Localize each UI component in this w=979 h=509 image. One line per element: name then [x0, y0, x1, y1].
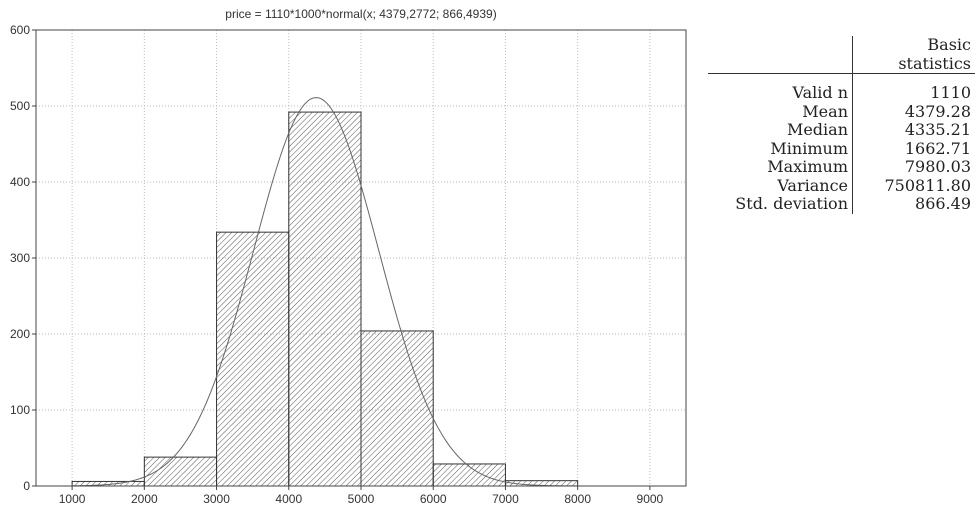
- stat-value: 7980.03: [904, 157, 971, 176]
- stats-header-blank: [708, 36, 853, 74]
- x-tick-label: 9000: [637, 492, 664, 506]
- x-tick-label: 5000: [348, 492, 375, 506]
- stat-value: 1662.71: [904, 138, 971, 158]
- stats-header-row: Basic statistics: [708, 35, 975, 74]
- stats-row: Std. deviation 866.49: [708, 194, 975, 214]
- x-tick-label: 1000: [59, 492, 86, 506]
- y-tick-label: 0: [23, 479, 30, 493]
- histogram-bar-4: [360, 330, 434, 487]
- y-tick-label: 600: [10, 23, 30, 37]
- y-tick-label: 300: [10, 251, 30, 265]
- x-axis-ticks: 1000 2000 3000 4000 5000 6000 7000 8000 9000: [59, 486, 664, 506]
- stat-label: Variance: [708, 176, 853, 195]
- y-tick-label: 200: [10, 327, 30, 341]
- stat-label: Mean: [708, 102, 853, 121]
- stat-label: Valid n: [708, 83, 853, 103]
- stats-row: Variance 750811.80: [708, 175, 975, 195]
- bars: [71, 111, 579, 487]
- stats-header: Basic statistics: [852, 35, 975, 74]
- stats-row: Median 4335.21: [708, 120, 975, 140]
- stat-label: Std. deviation: [708, 194, 853, 214]
- stats-row: Minimum 1662.71: [708, 138, 975, 158]
- x-tick-label: 4000: [275, 492, 302, 506]
- x-tick-label: 6000: [420, 492, 447, 506]
- stats-row: Mean 4379.28: [708, 101, 975, 121]
- y-axis-ticks: 0 100 200 300 400 500 600: [10, 23, 36, 493]
- histogram-bar-2: [216, 231, 290, 487]
- basic-statistics-panel: Basic statistics Valid n 1110 Mean 4379.…: [708, 35, 976, 296]
- histogram-bar-3: [288, 111, 362, 487]
- stat-label: Median: [708, 120, 853, 140]
- basic-statistics-table: Basic statistics Valid n 1110 Mean 4379.…: [708, 35, 975, 214]
- stat-value: 1110: [930, 83, 971, 102]
- stat-value: 4379.28: [904, 101, 971, 121]
- histogram-chart: price = 1110*1000*normal(x; 4379,2772; 8…: [10, 7, 687, 506]
- stat-value: 866.49: [915, 194, 971, 213]
- stats-gap-row: [708, 73, 975, 84]
- x-tick-label: 3000: [203, 492, 230, 506]
- stats-row: Maximum 7980.03: [708, 157, 975, 177]
- stat-label: Minimum: [708, 139, 853, 158]
- x-tick-label: 8000: [564, 492, 591, 506]
- y-tick-label: 500: [10, 99, 30, 113]
- stat-value: 750811.80: [884, 175, 971, 195]
- histogram-bar-5: [432, 463, 506, 487]
- x-tick-label: 2000: [131, 492, 158, 506]
- stats-row: Valid n 1110: [708, 83, 975, 103]
- stat-value: 4335.21: [904, 120, 971, 139]
- x-tick-label: 7000: [492, 492, 519, 506]
- normal-fit-curve: [72, 97, 614, 487]
- y-tick-label: 400: [10, 175, 30, 189]
- y-tick-label: 100: [10, 403, 30, 417]
- chart-title: price = 1110*1000*normal(x; 4379,2772; 8…: [225, 7, 496, 21]
- stat-label: Maximum: [708, 157, 853, 177]
- histogram-svg: price = 1110*1000*normal(x; 4379,2772; 8…: [10, 7, 687, 506]
